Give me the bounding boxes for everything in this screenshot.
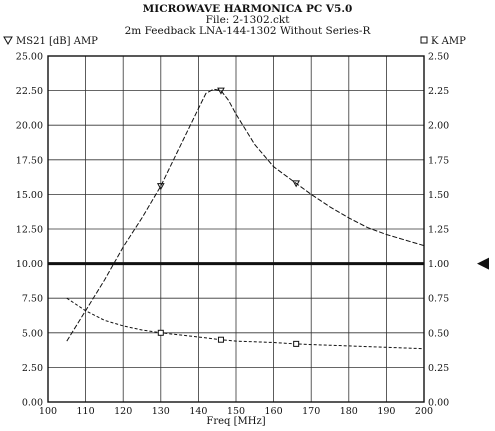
- y-right-tick-label: 2.25: [428, 86, 449, 97]
- right-legend: K AMP: [420, 36, 466, 47]
- left-axis-label: MS21 [dB] AMP: [16, 36, 98, 47]
- y-left-tick-label: 7.50: [22, 294, 43, 305]
- x-tick-label: 100: [39, 406, 57, 417]
- x-tick-label: 120: [114, 406, 132, 417]
- y-right-tick-label: 1.25: [428, 225, 449, 236]
- ms21-marker: [292, 180, 301, 188]
- y-right-tick-label: 0.75: [428, 294, 449, 305]
- x-axis-label: Freq [MHz]: [206, 416, 265, 427]
- ms21-marker: [156, 183, 165, 191]
- x-tick-label: 140: [189, 406, 207, 417]
- grid: [47, 55, 425, 403]
- triangle-marker-icon: [3, 36, 13, 46]
- y-left-tick-label: 12.50: [16, 225, 43, 236]
- tick-labels: 100 110 120 130 140 150 160 170 180 190 2000.002.5…: [16, 52, 449, 418]
- k-line: [66, 297, 425, 350]
- square-marker-icon: [420, 36, 428, 44]
- k-marker: [217, 336, 224, 343]
- y-right-tick-label: 1.75: [428, 155, 449, 166]
- plot-frame: [47, 55, 425, 403]
- series-group: [48, 87, 425, 350]
- x-tick-label: 160: [265, 406, 283, 417]
- x-tick-label: 170: [302, 406, 320, 417]
- y-left-tick-label: 0.00: [22, 398, 43, 409]
- y-left-tick-label: 15.00: [16, 190, 43, 201]
- chart-title: MICROWAVE HARMONICA PC V5.0: [142, 3, 353, 15]
- left-legend: MS21 [dB] AMP: [3, 36, 98, 47]
- y-left-tick-label: 25.00: [16, 52, 43, 63]
- x-tick-label: 150: [227, 406, 245, 417]
- y-right-tick-label: 0.25: [428, 363, 449, 374]
- x-tick-label: 190: [377, 406, 395, 417]
- y-left-tick-label: 22.50: [16, 86, 43, 97]
- k-marker: [157, 329, 164, 336]
- y-left-tick-label: 10.00: [16, 259, 43, 270]
- y-right-tick-label: 2.00: [428, 121, 449, 132]
- y-right-tick-label: 2.50: [428, 52, 449, 63]
- chart-subtitle: 2m Feedback LNA-144-1302 Without Series-…: [124, 25, 371, 37]
- y-right-tick-label: 1.50: [428, 190, 449, 201]
- ms21-marker: [217, 87, 225, 95]
- y-left-tick-label: 17.50: [16, 155, 43, 166]
- y-left-tick-label: 5.00: [22, 328, 43, 339]
- y-right-tick-label: 0.50: [428, 328, 449, 339]
- k-marker: [293, 340, 300, 347]
- ms21-line: [66, 88, 425, 342]
- x-tick-label: 130: [152, 406, 170, 417]
- y-left-tick-label: 20.00: [16, 121, 43, 132]
- y-right-tick-label: 1.00: [428, 259, 449, 270]
- y-right-tick-label: 0.00: [428, 398, 449, 409]
- reference-pointer-icon: [477, 257, 489, 270]
- y-left-tick-label: 2.50: [22, 363, 43, 374]
- x-tick-label: 110: [77, 406, 95, 417]
- x-tick-label: 200: [415, 406, 433, 417]
- right-axis-label: K AMP: [431, 36, 466, 47]
- x-tick-label: 180: [340, 406, 358, 417]
- chart-file-name: File: 2-1302.ckt: [205, 14, 290, 26]
